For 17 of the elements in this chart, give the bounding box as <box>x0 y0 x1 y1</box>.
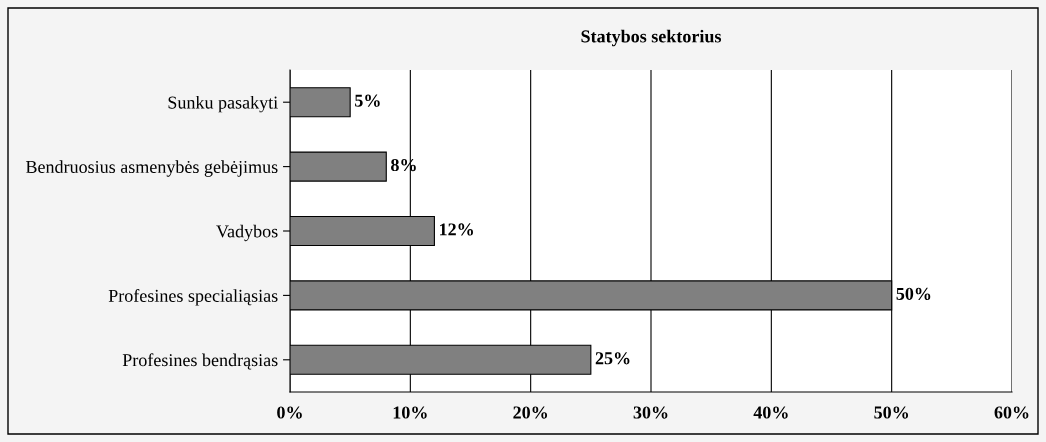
x-tick-label: 20% <box>513 406 548 419</box>
chart-title: Statybos sektorius <box>581 29 722 47</box>
x-tick-label: 0% <box>277 406 302 419</box>
x-tick-label: 40% <box>753 406 788 419</box>
x-tick-label: 50% <box>874 406 909 419</box>
data-label: 25% <box>595 352 630 365</box>
data-label: 5% <box>355 94 380 107</box>
data-label: 12% <box>440 223 473 236</box>
x-tick-label: 30% <box>633 406 668 419</box>
data-label: 50% <box>896 287 931 300</box>
y-tick-label: Bendruosius asmenybės gebėjimus <box>25 160 278 177</box>
x-tick-label: 10% <box>393 406 427 419</box>
x-tick-label: 60% <box>994 406 1029 419</box>
y-tick-label: Vadybos <box>216 224 278 242</box>
y-tick-label: Profesines specialiąsias <box>108 289 278 306</box>
y-tick-label: Profesines bendrąsias <box>122 353 278 370</box>
y-tick-label: Sunku pasakyti <box>168 95 278 113</box>
